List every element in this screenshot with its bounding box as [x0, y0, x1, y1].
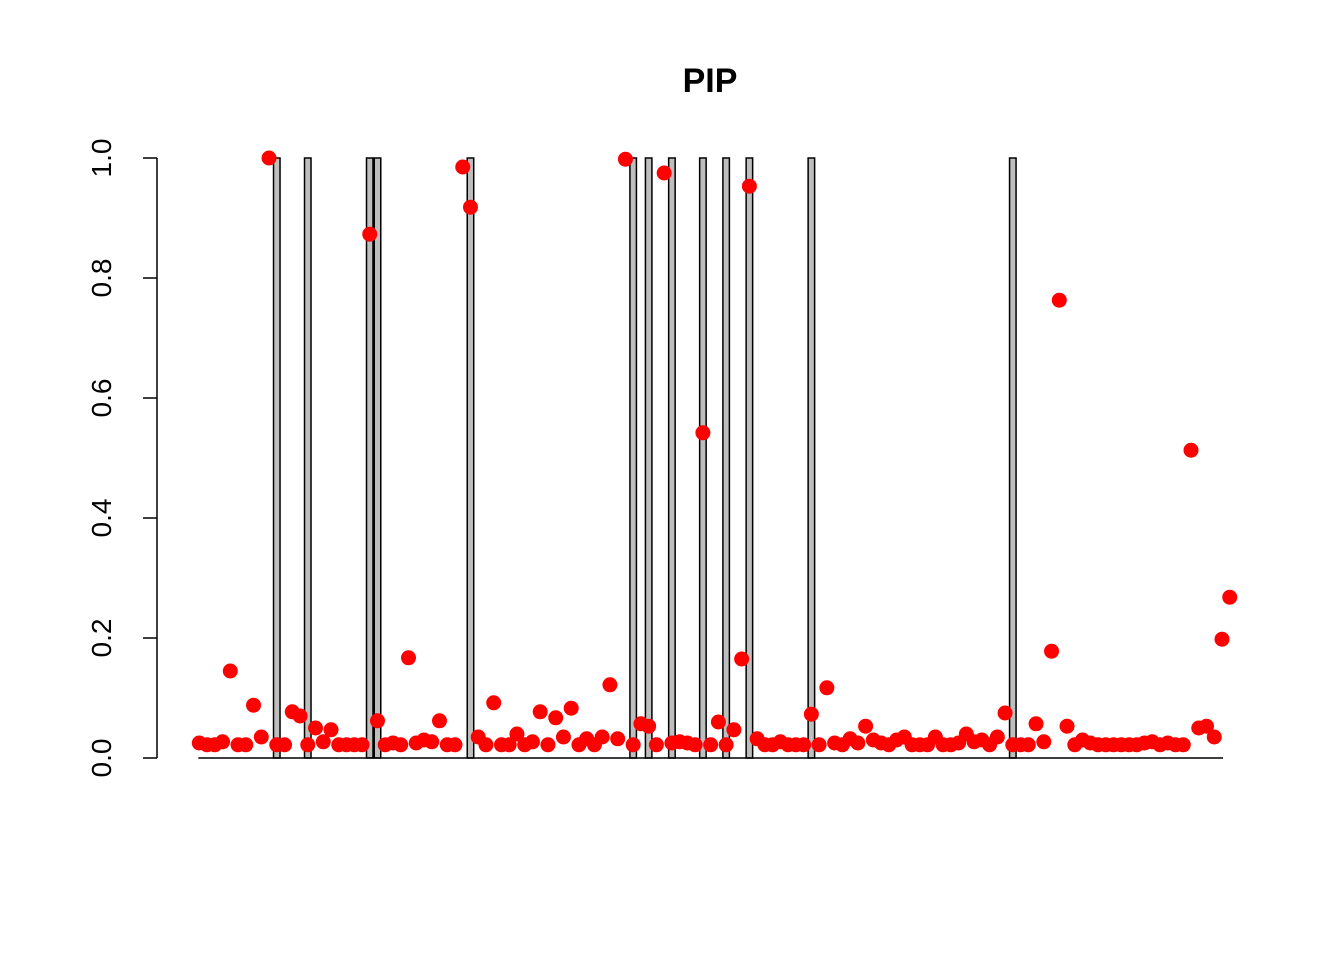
- data-point: [1051, 292, 1067, 308]
- data-point: [989, 729, 1005, 745]
- data-point: [555, 729, 571, 745]
- data-point: [253, 729, 269, 745]
- bar: [698, 157, 707, 759]
- bar-series: [272, 157, 1017, 759]
- data-point: [277, 737, 293, 753]
- data-point: [997, 705, 1013, 721]
- y-tick-label: 0.4: [86, 499, 117, 538]
- data-point: [796, 737, 812, 753]
- data-point: [741, 178, 757, 194]
- data-point: [524, 734, 540, 750]
- data-point: [858, 718, 874, 734]
- chart-title: PIP: [683, 62, 738, 100]
- data-point: [424, 734, 440, 750]
- data-point: [300, 737, 316, 753]
- bar: [365, 157, 374, 759]
- data-point: [695, 425, 711, 441]
- data-point: [462, 199, 478, 215]
- data-point: [726, 722, 742, 738]
- bar: [1008, 157, 1017, 759]
- data-point: [1020, 737, 1036, 753]
- data-point: [850, 735, 866, 751]
- bar: [722, 157, 731, 759]
- data-point: [1059, 718, 1075, 734]
- data-point: [308, 720, 324, 736]
- data-point: [393, 737, 409, 753]
- y-tick-label: 0.8: [86, 259, 117, 298]
- data-point: [718, 737, 734, 753]
- data-point: [648, 737, 664, 753]
- data-point: [215, 734, 231, 750]
- data-point: [625, 737, 641, 753]
- data-point: [400, 650, 416, 666]
- data-point: [610, 731, 626, 747]
- bar: [644, 157, 653, 759]
- data-point: [1036, 734, 1052, 750]
- data-point: [478, 737, 494, 753]
- data-point: [811, 737, 827, 753]
- data-point: [1175, 737, 1191, 753]
- data-point: [261, 150, 277, 166]
- data-point: [455, 159, 471, 175]
- y-tick-label: 0.2: [86, 619, 117, 658]
- data-point: [540, 737, 556, 753]
- data-point: [710, 714, 726, 730]
- data-point: [1028, 716, 1044, 732]
- data-point: [1044, 643, 1060, 659]
- data-point: [501, 737, 517, 753]
- data-point: [563, 700, 579, 716]
- bar: [745, 157, 754, 759]
- data-point: [431, 713, 447, 729]
- data-point: [315, 734, 331, 750]
- data-point: [369, 713, 385, 729]
- data-point: [594, 729, 610, 745]
- bar: [629, 157, 638, 759]
- y-tick-label: 1.0: [86, 139, 117, 178]
- data-point: [1199, 718, 1215, 734]
- bar: [466, 157, 475, 759]
- bar: [667, 157, 676, 759]
- y-tick-label: 0.0: [86, 739, 117, 778]
- data-point: [447, 737, 463, 753]
- data-point: [656, 165, 672, 181]
- bar: [373, 157, 382, 759]
- data-point: [246, 697, 262, 713]
- point-series: [191, 150, 1238, 753]
- data-point: [617, 151, 633, 167]
- data-point: [548, 710, 564, 726]
- data-point: [323, 722, 339, 738]
- data-point: [819, 680, 835, 696]
- data-point: [354, 737, 370, 753]
- data-point: [687, 737, 703, 753]
- bar: [272, 157, 281, 759]
- data-point: [703, 737, 719, 753]
- data-point: [362, 226, 378, 242]
- data-point: [734, 651, 750, 667]
- data-point: [532, 704, 548, 720]
- data-point: [1214, 631, 1230, 647]
- bar: [303, 157, 312, 759]
- data-point: [509, 726, 525, 742]
- data-point: [602, 677, 618, 693]
- data-point: [1183, 442, 1199, 458]
- bar: [807, 157, 816, 759]
- data-point: [1222, 589, 1238, 605]
- data-point: [486, 695, 502, 711]
- y-tick-label: 0.6: [86, 379, 117, 418]
- y-axis: 0.0 0.2 0.4 0.6 0.8 1.0: [86, 139, 158, 778]
- data-point: [222, 663, 238, 679]
- data-point: [292, 708, 308, 724]
- data-point: [1206, 729, 1222, 745]
- data-point: [803, 706, 819, 722]
- data-point: [238, 737, 254, 753]
- data-point: [641, 718, 657, 734]
